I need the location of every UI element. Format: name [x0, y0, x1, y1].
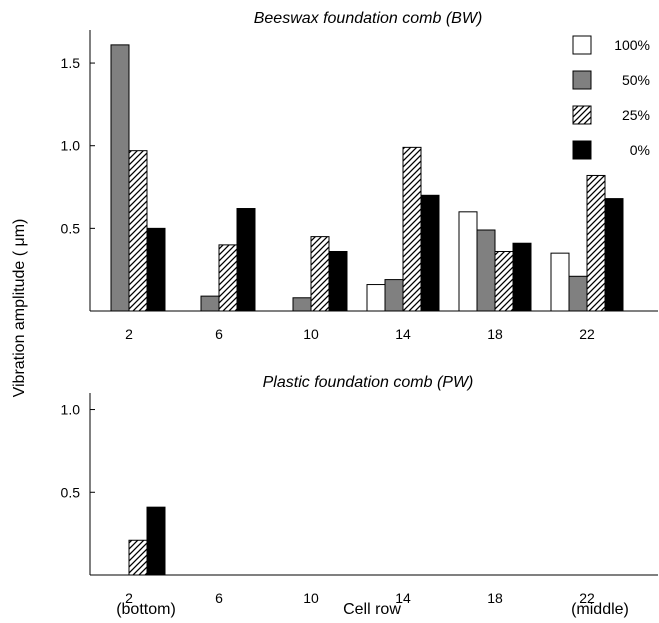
- bar-top-50pct-10: [292, 297, 312, 312]
- x-tick-label-top: 18: [487, 326, 503, 342]
- legend-label-50pct: 50%: [622, 72, 650, 88]
- bar-top-25pct-10: [310, 236, 330, 312]
- y-tick-label-bottom: 0.5: [61, 484, 81, 500]
- y-tick-label-top: 0.5: [61, 220, 81, 236]
- x-tick-label-bottom: 10: [303, 590, 319, 606]
- bar-top-0pct-6: [236, 208, 256, 312]
- legend: 100% 50% 25% 0%: [572, 35, 650, 160]
- bar-top-0pct-22: [604, 198, 624, 312]
- y-tick-label-bottom: 1.0: [61, 402, 81, 418]
- bars-top: [110, 44, 624, 312]
- axes-top: 0.5 1.0 1.5 2 6 10 14 18 22: [61, 30, 658, 342]
- bar-bottom-25pct-2: [128, 539, 148, 576]
- bar-top-50pct-6: [200, 295, 220, 312]
- bar-top-0pct-2: [146, 227, 166, 312]
- bar-top-100pct-18: [458, 211, 478, 312]
- x-tick-label-top: 14: [395, 326, 411, 342]
- x-tick-label-top: 22: [579, 326, 595, 342]
- x-tick-label-bottom: 6: [215, 590, 223, 606]
- bar-top-25pct-6: [218, 244, 238, 312]
- y-axis-label: Vibration amplitude ( μm): [11, 219, 28, 398]
- bar-top-0pct-14: [420, 194, 440, 312]
- x-tick-label-top: 2: [125, 326, 133, 342]
- x-axis-label: Cell row: [343, 601, 401, 618]
- y-tick-label-top: 1.0: [61, 138, 81, 154]
- legend-label-100pct: 100%: [614, 37, 650, 53]
- legend-swatch-50pct: [572, 70, 592, 90]
- x-tick-label-bottom: 22: [579, 590, 595, 606]
- bar-top-50pct-22: [568, 275, 588, 312]
- x-tick-label-bottom: 18: [487, 590, 503, 606]
- bar-top-100pct-22: [550, 252, 570, 312]
- x-tick-label-bottom: 14: [395, 590, 411, 606]
- legend-swatch-100pct: [572, 35, 592, 55]
- x-axis-label-right: (middle): [571, 601, 629, 618]
- chart-title-top: Beeswax foundation comb (BW): [254, 10, 483, 27]
- bar-top-25pct-14: [402, 146, 422, 312]
- legend-label-25pct: 25%: [622, 107, 650, 123]
- bar-top-50pct-18: [476, 229, 496, 312]
- bar-top-0pct-18: [512, 242, 532, 312]
- legend-swatch-0pct: [572, 140, 592, 160]
- x-tick-label-top: 10: [303, 326, 319, 342]
- bar-bottom-0pct-2: [146, 506, 166, 576]
- bar-top-50pct-14: [384, 279, 404, 312]
- x-tick-label-bottom: 2: [125, 590, 133, 606]
- bar-top-25pct-18: [494, 250, 514, 312]
- bar-top-25pct-2: [128, 150, 148, 312]
- bar-top-25pct-22: [586, 174, 606, 312]
- panel-bottom: Plastic foundation comb (PW) 0.5 1.0 2 6 10 1…: [61, 374, 658, 606]
- x-axis-label-left: (bottom): [116, 601, 176, 618]
- y-tick-label-top: 1.5: [61, 55, 81, 71]
- bars-bottom: [128, 506, 166, 576]
- legend-label-0pct: 0%: [630, 142, 650, 158]
- bar-top-50pct-2: [110, 44, 130, 312]
- chart-title-bottom: Plastic foundation comb (PW): [263, 374, 474, 391]
- axes-bottom: 0.5 1.0 2 6 10 14 18 22: [61, 393, 658, 606]
- bar-top-100pct-14: [366, 284, 386, 312]
- bar-top-0pct-10: [328, 250, 348, 312]
- x-tick-label-top: 6: [215, 326, 223, 342]
- legend-swatch-25pct: [572, 105, 592, 125]
- panel-top: Beeswax foundation comb (BW) 0.5 1.0 1.5 2 6…: [61, 10, 658, 342]
